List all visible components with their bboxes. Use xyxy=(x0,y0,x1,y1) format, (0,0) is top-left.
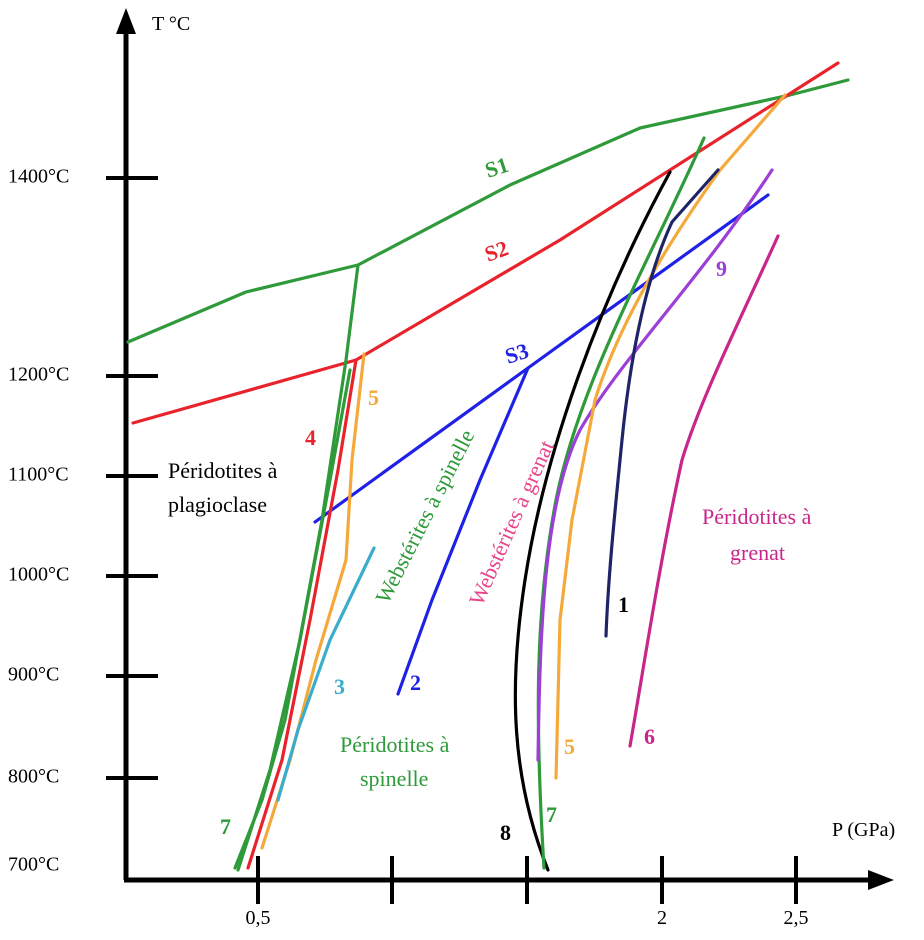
label-curve-2: 2 xyxy=(410,670,421,695)
x-tick-label-2: 2 xyxy=(657,907,667,929)
curve-6 xyxy=(628,234,780,748)
x-tick-label-0-5: 0,5 xyxy=(246,907,271,929)
curve-3 xyxy=(276,546,376,802)
y-tick-label-700: 700°C xyxy=(8,854,59,876)
label-curve-3: 3 xyxy=(334,674,345,699)
y-tick-label-1400: 1400°C xyxy=(8,166,69,188)
curve-8 xyxy=(513,170,672,872)
label-curve-5-top: 5 xyxy=(368,385,379,410)
y-ticks xyxy=(106,176,158,780)
region-plagioclase-line2: plagioclase xyxy=(168,492,267,517)
curve-2 xyxy=(396,366,530,696)
y-tick-label-1200: 1200°C xyxy=(8,364,69,386)
x-ticks xyxy=(256,856,798,904)
label-s2: S2 xyxy=(481,235,511,266)
y-tick-label-1000: 1000°C xyxy=(8,564,69,586)
y-tick-label-900: 900°C xyxy=(8,664,59,686)
region-plagioclase-line1: Péridotites à xyxy=(168,458,278,483)
x-axis-arrow-icon xyxy=(868,870,894,890)
region-webst-spinelle: Webstérites à spinelle xyxy=(370,425,479,607)
curve-1 xyxy=(604,168,720,638)
region-spinelle-line2: spinelle xyxy=(360,766,428,791)
label-curve-5-bottom: 5 xyxy=(564,734,575,759)
y-axis-label: T °C xyxy=(152,13,190,35)
region-grenat-line2: grenat xyxy=(730,540,785,565)
curve-s1-branch xyxy=(233,263,360,870)
label-curve-1: 1 xyxy=(618,592,629,617)
curve-4 xyxy=(246,358,358,870)
curve-5-right xyxy=(554,93,787,780)
curve-s1 xyxy=(126,78,850,344)
region-spinelle-line1: Péridotites à xyxy=(340,732,450,757)
y-axis-arrow-icon xyxy=(116,8,136,34)
x-axis-label: P (GPa) xyxy=(832,819,895,841)
region-grenat-line1: Péridotites à xyxy=(702,504,812,529)
label-curve-6: 6 xyxy=(644,724,655,749)
label-s1: S1 xyxy=(482,152,512,183)
label-curve-7-right: 7 xyxy=(546,802,557,827)
y-tick-label-1100: 1100°C xyxy=(8,464,69,486)
label-s3: S3 xyxy=(502,338,532,369)
label-curve-7-left: 7 xyxy=(220,814,231,839)
label-curve-9: 9 xyxy=(716,256,727,281)
x-tick-label-2-5: 2,5 xyxy=(784,907,809,929)
curve-9 xyxy=(536,168,774,762)
curve-7-left xyxy=(236,368,352,872)
label-curve-8: 8 xyxy=(500,820,511,845)
y-tick-label-800: 800°C xyxy=(8,766,59,788)
label-curve-4: 4 xyxy=(305,425,316,450)
